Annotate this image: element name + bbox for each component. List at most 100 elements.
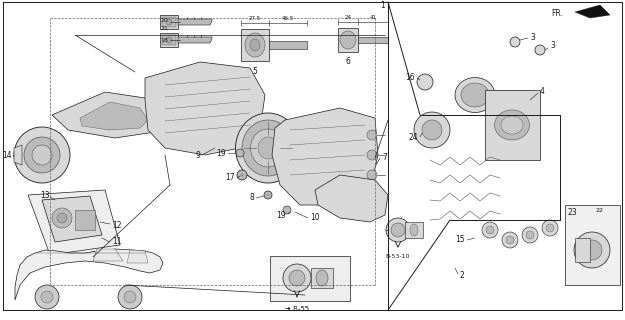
Text: 27.5: 27.5 bbox=[249, 16, 261, 21]
Circle shape bbox=[386, 218, 410, 242]
Circle shape bbox=[41, 291, 53, 303]
Bar bbox=[575, 238, 590, 262]
Text: 8: 8 bbox=[249, 194, 254, 203]
Polygon shape bbox=[575, 5, 610, 18]
Text: 19: 19 bbox=[276, 211, 286, 220]
Circle shape bbox=[546, 224, 554, 232]
Text: 13: 13 bbox=[40, 190, 49, 199]
Text: ➜ B-55: ➜ B-55 bbox=[285, 306, 309, 312]
Polygon shape bbox=[14, 145, 22, 165]
Polygon shape bbox=[42, 196, 102, 242]
Circle shape bbox=[35, 285, 59, 309]
Text: 23: 23 bbox=[568, 208, 578, 217]
Polygon shape bbox=[358, 37, 388, 43]
Circle shape bbox=[166, 37, 172, 43]
Polygon shape bbox=[15, 249, 163, 300]
Circle shape bbox=[283, 264, 311, 292]
Circle shape bbox=[522, 227, 538, 243]
Circle shape bbox=[166, 19, 172, 25]
Text: 24: 24 bbox=[344, 15, 351, 20]
Polygon shape bbox=[315, 175, 388, 222]
Text: 9: 9 bbox=[195, 150, 200, 159]
Ellipse shape bbox=[410, 224, 418, 236]
Polygon shape bbox=[80, 102, 148, 130]
Text: 19: 19 bbox=[216, 148, 226, 157]
Polygon shape bbox=[28, 190, 120, 255]
Text: 10: 10 bbox=[310, 213, 319, 222]
Text: 21: 21 bbox=[160, 27, 168, 31]
Circle shape bbox=[422, 120, 442, 140]
Text: 1: 1 bbox=[380, 1, 385, 10]
Circle shape bbox=[486, 226, 494, 234]
Circle shape bbox=[57, 213, 67, 223]
Circle shape bbox=[14, 127, 70, 183]
Bar bbox=[565, 205, 620, 285]
Text: 3: 3 bbox=[550, 42, 555, 51]
Ellipse shape bbox=[245, 33, 265, 57]
Circle shape bbox=[264, 191, 272, 199]
Bar bbox=[270, 256, 350, 301]
Text: 14: 14 bbox=[2, 150, 12, 159]
Text: 15: 15 bbox=[456, 236, 465, 244]
Circle shape bbox=[283, 206, 291, 214]
Bar bbox=[485, 90, 540, 160]
Bar bbox=[241, 29, 269, 61]
Bar bbox=[162, 35, 176, 45]
Text: 24: 24 bbox=[408, 133, 418, 142]
Circle shape bbox=[367, 150, 377, 160]
Text: 6: 6 bbox=[346, 57, 351, 66]
Text: 41: 41 bbox=[369, 15, 376, 20]
Text: 2: 2 bbox=[460, 270, 465, 279]
Text: 4: 4 bbox=[540, 87, 545, 97]
Text: 7: 7 bbox=[382, 154, 387, 163]
Text: 17: 17 bbox=[226, 173, 235, 182]
Circle shape bbox=[502, 232, 518, 248]
Text: 46.5: 46.5 bbox=[282, 16, 294, 21]
Circle shape bbox=[118, 285, 142, 309]
Circle shape bbox=[535, 45, 545, 55]
Circle shape bbox=[414, 112, 450, 148]
Circle shape bbox=[417, 74, 433, 90]
Text: 5: 5 bbox=[253, 67, 258, 76]
Text: B-53-10: B-53-10 bbox=[386, 254, 410, 259]
Ellipse shape bbox=[242, 120, 294, 176]
Circle shape bbox=[237, 170, 247, 180]
Circle shape bbox=[124, 291, 136, 303]
Circle shape bbox=[574, 232, 610, 268]
Bar bbox=[160, 15, 178, 29]
Circle shape bbox=[542, 220, 558, 236]
Polygon shape bbox=[145, 62, 265, 155]
Ellipse shape bbox=[340, 31, 356, 49]
Circle shape bbox=[582, 240, 602, 260]
Bar bbox=[160, 33, 178, 47]
Polygon shape bbox=[127, 250, 148, 263]
Ellipse shape bbox=[461, 83, 489, 107]
Circle shape bbox=[367, 170, 377, 180]
Ellipse shape bbox=[455, 77, 495, 113]
Text: 18: 18 bbox=[160, 37, 168, 43]
Bar bbox=[75, 210, 95, 230]
Circle shape bbox=[367, 130, 377, 140]
Polygon shape bbox=[93, 249, 123, 261]
Circle shape bbox=[24, 137, 60, 173]
Circle shape bbox=[391, 223, 405, 237]
Ellipse shape bbox=[251, 129, 286, 167]
Text: 22: 22 bbox=[595, 208, 603, 213]
Circle shape bbox=[52, 208, 72, 228]
Polygon shape bbox=[178, 19, 212, 25]
Text: 12: 12 bbox=[112, 220, 121, 229]
Circle shape bbox=[482, 222, 498, 238]
Circle shape bbox=[289, 270, 305, 286]
Text: 16: 16 bbox=[406, 74, 415, 83]
Polygon shape bbox=[178, 37, 212, 43]
Bar bbox=[405, 222, 423, 238]
Circle shape bbox=[510, 37, 520, 47]
Ellipse shape bbox=[494, 110, 529, 140]
Circle shape bbox=[526, 231, 534, 239]
Text: FR.: FR. bbox=[551, 10, 563, 19]
Ellipse shape bbox=[316, 270, 328, 286]
Polygon shape bbox=[52, 92, 162, 138]
Circle shape bbox=[236, 149, 244, 157]
Ellipse shape bbox=[250, 39, 260, 51]
Ellipse shape bbox=[258, 137, 278, 159]
